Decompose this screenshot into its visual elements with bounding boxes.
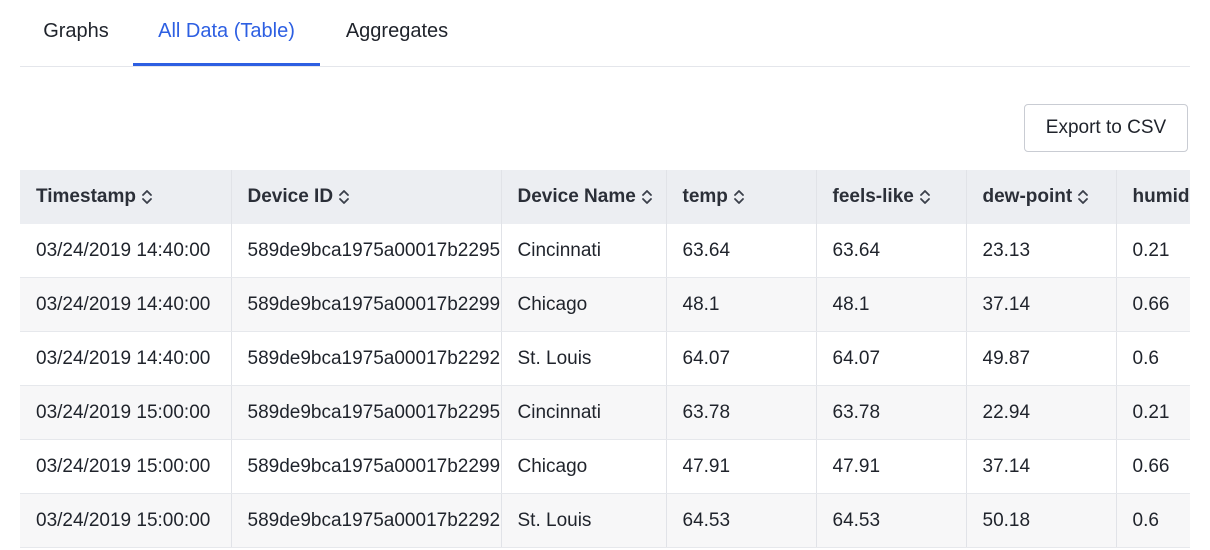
cell-device-name: St. Louis — [501, 493, 667, 548]
column-header-label: Device Name — [517, 186, 636, 207]
cell-device-name: Cincinnati — [501, 385, 667, 440]
cell-device-name: St. Louis — [501, 331, 667, 386]
column-header-label: humid — [1132, 186, 1190, 207]
cell-dew-point: 23.13 — [966, 224, 1117, 278]
sort-icon[interactable] — [141, 187, 153, 207]
cell-timestamp: 03/24/2019 14:40:00 — [20, 277, 232, 332]
cell-device-name: Chicago — [501, 439, 667, 494]
table-row: 03/24/2019 15:00:00 589de9bca1975a00017b… — [20, 493, 1190, 548]
column-header-temp[interactable]: temp — [666, 170, 817, 224]
table-row: 03/24/2019 14:40:00 589de9bca1975a00017b… — [20, 331, 1190, 386]
cell-dew-point: 50.18 — [966, 493, 1117, 548]
cell-temp: 48.1 — [666, 277, 817, 332]
export-csv-button[interactable]: Export to CSV — [1024, 104, 1188, 152]
cell-temp: 64.07 — [666, 331, 817, 386]
cell-feels-like: 64.07 — [816, 331, 967, 386]
cell-dew-point: 22.94 — [966, 385, 1117, 440]
column-header-feels-like[interactable]: feels-like — [816, 170, 967, 224]
column-header-timestamp[interactable]: Timestamp — [20, 170, 232, 224]
cell-device-id: 589de9bca1975a00017b2292 — [231, 493, 502, 548]
column-header-dew-point[interactable]: dew-point — [966, 170, 1117, 224]
column-header-label: temp — [682, 186, 728, 207]
cell-device-id: 589de9bca1975a00017b2299 — [231, 277, 502, 332]
table-row: 03/24/2019 15:00:00 589de9bca1975a00017b… — [20, 385, 1190, 440]
cell-feels-like: 63.78 — [816, 385, 967, 440]
tab-all-data-table[interactable]: All Data (Table) — [133, 0, 320, 66]
column-header-label: dew-point — [982, 186, 1073, 207]
cell-device-id: 589de9bca1975a00017b2295 — [231, 385, 502, 440]
tab-bar: Graphs All Data (Table) Aggregates — [20, 0, 1190, 67]
cell-humid: 0.6 — [1116, 331, 1190, 386]
cell-humid: 0.66 — [1116, 439, 1190, 494]
cell-feels-like: 47.91 — [816, 439, 967, 494]
column-header-device-id[interactable]: Device ID — [231, 170, 502, 224]
table-row: 03/24/2019 14:40:00 589de9bca1975a00017b… — [20, 224, 1190, 278]
sort-icon[interactable] — [733, 187, 745, 207]
column-header-device-name[interactable]: Device Name — [501, 170, 667, 224]
table-header-row: Timestamp Device ID Device Name temp fee… — [20, 170, 1190, 224]
data-table-container: Timestamp Device ID Device Name temp fee… — [20, 170, 1190, 550]
column-header-humid[interactable]: humid — [1116, 170, 1190, 224]
table-row: 03/24/2019 14:40:00 589de9bca1975a00017b… — [20, 277, 1190, 332]
cell-temp: 64.53 — [666, 493, 817, 548]
cell-feels-like: 63.64 — [816, 224, 967, 278]
cell-feels-like: 64.53 — [816, 493, 967, 548]
column-header-label: Device ID — [247, 186, 334, 207]
cell-timestamp: 03/24/2019 14:40:00 — [20, 331, 232, 386]
cell-timestamp: 03/24/2019 14:40:00 — [20, 224, 232, 278]
cell-device-id: 589de9bca1975a00017b2299 — [231, 439, 502, 494]
cell-humid: 0.21 — [1116, 224, 1190, 278]
column-header-label: feels-like — [832, 186, 914, 207]
cell-temp: 63.78 — [666, 385, 817, 440]
column-header-label: Timestamp — [36, 186, 136, 207]
cell-dew-point: 49.87 — [966, 331, 1117, 386]
cell-temp: 47.91 — [666, 439, 817, 494]
table-row: 03/24/2019 15:00:00 589de9bca1975a00017b… — [20, 439, 1190, 494]
sort-icon[interactable] — [641, 187, 653, 207]
cell-temp: 63.64 — [666, 224, 817, 278]
cell-dew-point: 37.14 — [966, 439, 1117, 494]
data-table: Timestamp Device ID Device Name temp fee… — [20, 170, 1190, 548]
cell-timestamp: 03/24/2019 15:00:00 — [20, 439, 232, 494]
sort-icon[interactable] — [338, 187, 350, 207]
cell-humid: 0.6 — [1116, 493, 1190, 548]
cell-timestamp: 03/24/2019 15:00:00 — [20, 493, 232, 548]
cell-device-name: Chicago — [501, 277, 667, 332]
cell-dew-point: 37.14 — [966, 277, 1117, 332]
cell-device-id: 589de9bca1975a00017b2292 — [231, 331, 502, 386]
tab-graphs[interactable]: Graphs — [43, 20, 109, 42]
cell-humid: 0.21 — [1116, 385, 1190, 440]
sort-icon[interactable] — [919, 187, 931, 207]
cell-feels-like: 48.1 — [816, 277, 967, 332]
sort-icon[interactable] — [1077, 187, 1089, 207]
cell-device-id: 589de9bca1975a00017b2295 — [231, 224, 502, 278]
tab-aggregates[interactable]: Aggregates — [345, 20, 449, 42]
cell-humid: 0.66 — [1116, 277, 1190, 332]
cell-timestamp: 03/24/2019 15:00:00 — [20, 385, 232, 440]
cell-device-name: Cincinnati — [501, 224, 667, 278]
